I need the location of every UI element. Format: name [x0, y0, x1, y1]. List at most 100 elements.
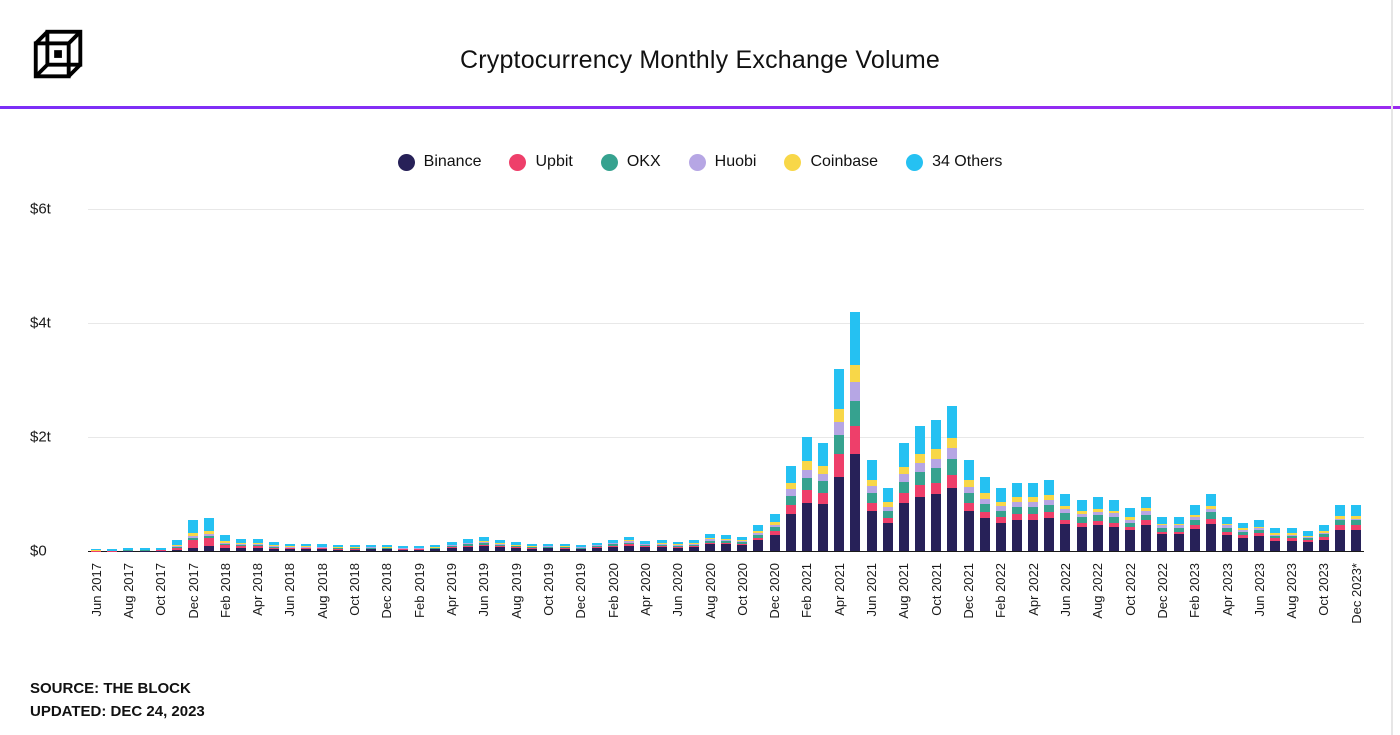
- bar-oct-2018[interactable]: [349, 545, 360, 551]
- bar-jan-2022[interactable]: [979, 476, 990, 551]
- bar-feb-2022[interactable]: [995, 488, 1006, 551]
- bar-aug-2022[interactable]: [1092, 496, 1103, 551]
- x-axis-label-jun-2020: Jun 2020: [670, 563, 686, 617]
- legend-item-huobi[interactable]: Huobi: [688, 153, 756, 171]
- bar-segment-huobi: [543, 546, 554, 547]
- bar-slot: [411, 209, 427, 551]
- bar-nov-2018[interactable]: [365, 544, 376, 551]
- bar-oct-2017[interactable]: [155, 548, 166, 551]
- bar-may-2023[interactable]: [1238, 522, 1249, 551]
- bar-mar-2019[interactable]: [430, 545, 441, 551]
- bar-dec-2023[interactable]: [1351, 505, 1362, 551]
- bar-jun-2020[interactable]: [672, 541, 683, 551]
- bar-jul-2020[interactable]: [688, 540, 699, 551]
- bar-aug-2017[interactable]: [123, 547, 134, 551]
- bar-feb-2023[interactable]: [1189, 505, 1200, 551]
- bar-dec-2017[interactable]: [188, 519, 199, 551]
- bar-jun-2022[interactable]: [1060, 494, 1071, 551]
- bar-aug-2020[interactable]: [705, 533, 716, 551]
- bar-apr-2018[interactable]: [252, 538, 263, 551]
- bar-may-2019[interactable]: [462, 538, 473, 551]
- bar-dec-2020[interactable]: [769, 513, 780, 551]
- bar-jun-2021[interactable]: [866, 459, 877, 551]
- bar-may-2018[interactable]: [268, 541, 279, 551]
- bar-oct-2020[interactable]: [737, 536, 748, 551]
- bar-sep-2020[interactable]: [721, 534, 732, 551]
- bar-mar-2018[interactable]: [236, 538, 247, 551]
- bar-may-2020[interactable]: [656, 540, 667, 551]
- bar-dec-2022[interactable]: [1157, 516, 1168, 551]
- bar-dec-2021[interactable]: [963, 459, 974, 551]
- bar-jul-2019[interactable]: [494, 539, 505, 551]
- x-axis-label-dec-2020: Dec 2020: [767, 563, 783, 619]
- bar-feb-2021[interactable]: [801, 437, 812, 551]
- bar-jan-2023[interactable]: [1173, 516, 1184, 551]
- bar-segment-okx: [284, 547, 295, 549]
- bar-feb-2020[interactable]: [608, 539, 619, 551]
- bar-jan-2018[interactable]: [204, 518, 215, 551]
- legend-item-okx[interactable]: OKX: [600, 153, 661, 171]
- bar-segment-upbit: [1060, 519, 1071, 525]
- legend-item-binance[interactable]: Binance: [397, 153, 481, 171]
- legend-item-34-others[interactable]: 34 Others: [906, 153, 1002, 171]
- bar-oct-2019[interactable]: [543, 543, 554, 551]
- bar-apr-2019[interactable]: [446, 541, 457, 551]
- bar-aug-2021[interactable]: [898, 442, 909, 551]
- bar-jan-2020[interactable]: [591, 542, 602, 551]
- bar-feb-2019[interactable]: [414, 546, 425, 551]
- bar-jul-2021[interactable]: [882, 488, 893, 551]
- bar-aug-2019[interactable]: [511, 542, 522, 551]
- bar-sep-2019[interactable]: [527, 544, 538, 551]
- bar-jul-2023[interactable]: [1270, 528, 1281, 551]
- bar-nov-2023[interactable]: [1335, 505, 1346, 551]
- legend-item-coinbase[interactable]: Coinbase: [784, 153, 878, 171]
- bar-jul-2018[interactable]: [301, 544, 312, 551]
- bar-segment-okx: [220, 543, 231, 545]
- bar-oct-2021[interactable]: [931, 419, 942, 551]
- bar-nov-2022[interactable]: [1141, 496, 1152, 551]
- bar-jul-2022[interactable]: [1076, 499, 1087, 551]
- bar-aug-2018[interactable]: [317, 544, 328, 551]
- bar-jul-2017[interactable]: [107, 549, 118, 551]
- bar-dec-2019[interactable]: [575, 545, 586, 551]
- bar-mar-2022[interactable]: [1011, 482, 1022, 551]
- bar-mar-2020[interactable]: [624, 536, 635, 551]
- bar-sep-2017[interactable]: [139, 548, 150, 551]
- bar-apr-2021[interactable]: [834, 368, 845, 551]
- bar-jan-2021[interactable]: [785, 465, 796, 551]
- bar-apr-2020[interactable]: [640, 541, 651, 551]
- bar-oct-2023[interactable]: [1318, 525, 1329, 551]
- bar-apr-2022[interactable]: [1028, 482, 1039, 551]
- legend-item-upbit[interactable]: Upbit: [509, 153, 573, 171]
- bar-oct-2022[interactable]: [1125, 508, 1136, 551]
- bar-mar-2021[interactable]: [818, 442, 829, 551]
- bar-nov-2017[interactable]: [171, 539, 182, 551]
- bar-nov-2021[interactable]: [947, 405, 958, 551]
- bar-jun-2023[interactable]: [1254, 519, 1265, 551]
- bar-aug-2023[interactable]: [1286, 528, 1297, 551]
- bar-mar-2023[interactable]: [1205, 494, 1216, 551]
- bar-jun-2017[interactable]: [91, 548, 102, 551]
- bar-may-2021[interactable]: [850, 311, 861, 551]
- bar-sep-2023[interactable]: [1302, 531, 1313, 551]
- bar-jun-2018[interactable]: [284, 544, 295, 551]
- x-label-slot: Oct 2020: [734, 563, 750, 616]
- bar-sep-2018[interactable]: [333, 545, 344, 551]
- bar-segment-binance: [640, 547, 651, 551]
- bar-sep-2022[interactable]: [1108, 499, 1119, 551]
- bar-may-2022[interactable]: [1044, 479, 1055, 551]
- bar-segment-coinbase: [882, 502, 893, 507]
- bar-dec-2018[interactable]: [381, 545, 392, 551]
- bar-nov-2019[interactable]: [559, 544, 570, 551]
- bar-segment-34-others: [1254, 519, 1265, 527]
- bar-sep-2021[interactable]: [915, 425, 926, 551]
- bar-segment-okx: [656, 544, 667, 546]
- bar-segment-coinbase: [785, 483, 796, 490]
- bar-apr-2023[interactable]: [1222, 516, 1233, 551]
- bar-slot: [1106, 209, 1122, 551]
- bar-nov-2020[interactable]: [753, 525, 764, 551]
- bar-jan-2019[interactable]: [398, 546, 409, 551]
- bar-feb-2018[interactable]: [220, 535, 231, 551]
- bar-jun-2019[interactable]: [478, 536, 489, 551]
- bar-segment-upbit: [1205, 518, 1216, 524]
